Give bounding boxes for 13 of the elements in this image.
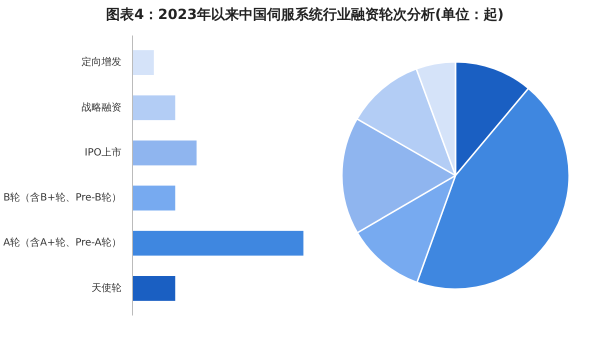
bar xyxy=(132,276,176,301)
y-tick-label: 战略融资 xyxy=(82,101,122,114)
y-tick-label: 天使轮 xyxy=(92,282,122,294)
bar xyxy=(132,140,197,166)
bar xyxy=(132,186,176,210)
chart-title: 图表4：2023年以来中国伺服系统行业融资轮次分析(单位：起) xyxy=(106,6,504,25)
y-tick-label: B轮（含B+轮、Pre-B轮） xyxy=(3,192,122,204)
y-tick-label: IPO上市 xyxy=(84,146,122,158)
bar xyxy=(132,230,304,256)
y-tick-label: A轮（含A+轮、Pre-A轮） xyxy=(3,236,122,249)
bar xyxy=(132,95,176,120)
bar xyxy=(132,50,154,76)
y-tick-label: 定向增发 xyxy=(82,56,122,68)
